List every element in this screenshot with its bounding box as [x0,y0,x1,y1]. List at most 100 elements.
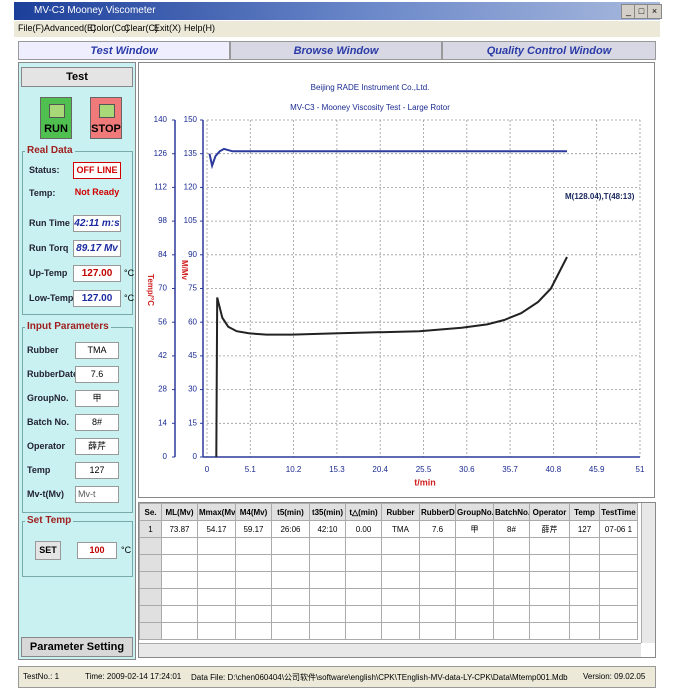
x-tick-label: 40.8 [546,465,562,474]
field-label: Low-Temp [29,293,74,303]
field-input[interactable]: 薛芹 [75,438,119,455]
empty-cell [197,622,236,640]
tab[interactable]: Test Window [18,41,230,60]
field-value: 127.00 [73,290,121,307]
empty-cell [529,571,570,589]
column-header: t35(min) [309,503,346,521]
x-tick-label: 25.5 [416,465,432,474]
unit-label: °C [124,268,135,278]
menu-item[interactable]: Exit(X) [154,23,181,33]
empty-cell [161,588,198,606]
empty-row [139,554,638,572]
tab[interactable]: Quality Control Window [442,41,656,60]
y-tick-label: 42 [158,351,167,360]
empty-cell [419,588,456,606]
y-tick-label: 140 [154,115,168,124]
y2-tick-label: 150 [184,115,198,124]
results-table: Se. ML(Mv) Mmax(Mv) M4(Mv) t5(min) t35(min) t△… [138,502,656,658]
table-cell: 26:06 [271,520,310,538]
empty-cell [381,537,420,555]
set-temp-input[interactable]: 100 [77,542,117,559]
tab[interactable]: Browse Window [230,41,442,60]
empty-cell [161,571,198,589]
y-tick-label: 112 [154,183,167,192]
field-input[interactable]: TMA [75,342,119,359]
set-button[interactable]: SET [35,541,61,560]
empty-cell [599,571,638,589]
column-header: Mmax(Mv) [197,503,236,521]
real-data-group: Real Data Status: OFF LINE Temp: Not Ready Ru… [22,145,135,315]
field-input[interactable]: Mv-t [75,486,119,503]
y-tick-label: 84 [158,250,167,259]
y2-tick-label: 60 [188,317,197,326]
chart-subtitle: MV-C3 - Mooney Viscosity Test - Large Ro… [290,103,450,112]
column-header: TestTime [599,503,638,521]
menu-item[interactable]: File(F) [18,23,44,33]
empty-cell [197,571,236,589]
field-input[interactable]: 甲 [75,390,119,407]
parameter-setting-button[interactable]: Parameter Setting [21,637,133,657]
empty-cell [381,605,420,623]
empty-cell [345,571,382,589]
close-button[interactable]: × [647,4,662,19]
field-label: Rubber [27,345,59,355]
field-input[interactable]: 127 [75,462,119,479]
field-label: Temp: [29,188,56,198]
run-button[interactable]: RUN [40,97,72,139]
empty-cell [569,554,600,572]
x-tick-label: 45.9 [589,465,605,474]
data-line [208,147,567,170]
chart-frame [138,62,655,498]
y-tick-label: 70 [158,284,167,293]
empty-cell [235,588,272,606]
y2-tick-label: 105 [184,216,198,225]
empty-cell [197,554,236,572]
panel-header: Test [21,67,133,87]
group-title: Set Temp [25,515,74,526]
empty-cell [599,588,638,606]
menu-item[interactable]: Advanced(E) [44,23,97,33]
empty-cell [599,537,638,555]
menu-item[interactable]: Help(H) [184,23,216,33]
y2-tick-label: 120 [184,183,198,192]
y-tick-label: 0 [163,452,168,461]
field-input[interactable]: 7.6 [75,366,119,383]
x-tick-label: 30.6 [459,465,475,474]
empty-cell [529,537,570,555]
y2-tick-label: 15 [188,418,197,427]
menu-item[interactable]: Clear(C) [124,23,159,33]
window-title: MV-C3 Mooney Viscometer [34,5,156,16]
empty-cell [235,554,272,572]
chart-title: Beijing RADE Instrument Co.,Ltd. [311,83,430,92]
table-cell: TMA [381,520,420,538]
column-header: RubberDate [419,503,456,521]
empty-cell [309,622,346,640]
table-cell: 0.00 [345,520,382,538]
empty-cell [139,554,162,572]
x-tick-label: 0 [205,465,210,474]
x-axis-label: t/min [414,477,436,487]
empty-cell [455,554,494,572]
run-label: RUN [44,123,68,135]
field-input[interactable]: 8# [75,414,119,431]
menu-item[interactable]: Color(Co) [90,23,130,33]
field-value: 42:11 m:s [73,215,121,232]
table-cell: 73.87 [161,520,198,538]
empty-cell [197,537,236,555]
field-label: Operator [27,441,66,451]
field-label: Run Time [29,218,70,228]
horizontal-scrollbar[interactable] [139,643,641,657]
empty-cell [381,571,420,589]
column-header: Operator [529,503,570,521]
vertical-scrollbar[interactable] [641,503,655,643]
empty-cell [569,571,600,589]
empty-cell [569,622,600,640]
field-value: Not Ready [74,187,120,197]
left-panel: Test RUN STOP Real Data Status: OFF LINE Te… [18,62,136,660]
stop-button[interactable]: STOP [90,97,122,139]
empty-cell [197,588,236,606]
data-table: Se. ML(Mv) Mmax(Mv) M4(Mv) t5(min) t35(min) t△… [139,503,638,640]
field-label: Status: [29,165,60,175]
chart-area: Beijing RADE Instrument Co.,Ltd. MV-C3 - … [138,62,655,498]
table-row[interactable]: 1 73.87 54.17 59.17 26:06 42:10 0.00 TMA 7.6 甲 8# 薛… [139,520,638,538]
